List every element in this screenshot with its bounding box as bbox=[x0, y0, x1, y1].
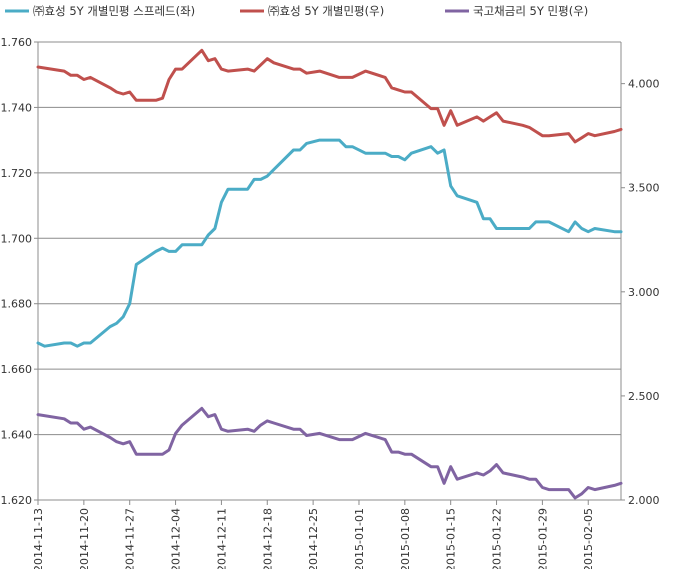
series-line-3 bbox=[36, 406, 623, 500]
x-tick-label: 2015-02-05 bbox=[582, 508, 595, 569]
y-left-tick-label: 1.660 bbox=[1, 363, 33, 376]
gridlines bbox=[38, 41, 621, 501]
y-right-tick-label: 4.000 bbox=[628, 78, 660, 91]
legend: ㈜효성 5Y 개별민평 스프레드(좌) ㈜효성 5Y 개별민평(우) 국고채금리 5… bbox=[5, 4, 588, 18]
x-tick-label: 2015-01-22 bbox=[491, 508, 504, 569]
y-axis-right-ticks: 2.000 2.500 3.000 3.500 4.000 bbox=[621, 78, 660, 507]
legend-label-2: ㈜효성 5Y 개별민평(우) bbox=[268, 4, 384, 18]
x-axis-ticks: 2014-11-13 2014-11-20 2014-11-27 2014-12-04… bbox=[32, 500, 595, 572]
y-left-tick-label: 1.620 bbox=[1, 494, 33, 507]
axes bbox=[37, 42, 622, 501]
x-tick-label: 2015-01-08 bbox=[399, 508, 412, 569]
x-tick-label: 2014-12-25 bbox=[307, 508, 320, 569]
x-tick-label: 2015-01-01 bbox=[353, 508, 366, 569]
y-axis-left-ticks: 1.620 1.640 1.660 1.680 1.700 1.720 1.740 1.760 bbox=[1, 36, 38, 507]
y-left-tick-label: 1.760 bbox=[1, 36, 33, 49]
x-tick-label: 2014-11-13 bbox=[32, 508, 45, 569]
y-left-tick-label: 1.680 bbox=[1, 298, 33, 311]
y-right-tick-label: 3.500 bbox=[628, 182, 660, 195]
series-line-2 bbox=[36, 48, 623, 144]
x-tick-label: 2014-11-20 bbox=[78, 508, 91, 569]
y-left-tick-label: 1.720 bbox=[1, 167, 33, 180]
x-tick-label: 2015-01-15 bbox=[445, 508, 458, 569]
y-left-tick-label: 1.740 bbox=[1, 101, 33, 114]
series-line-1 bbox=[36, 138, 623, 348]
y-right-tick-label: 2.500 bbox=[628, 390, 660, 403]
y-right-tick-label: 2.000 bbox=[628, 494, 660, 507]
x-tick-label: 2014-11-27 bbox=[124, 508, 137, 569]
x-tick-label: 2014-12-11 bbox=[215, 508, 228, 569]
x-tick-label: 2015-01-29 bbox=[536, 508, 549, 569]
y-left-tick-label: 1.640 bbox=[1, 429, 33, 442]
x-tick-label: 2014-12-18 bbox=[261, 508, 274, 569]
series-lines bbox=[36, 48, 623, 500]
y-left-tick-label: 1.700 bbox=[1, 232, 33, 245]
legend-label-1: ㈜효성 5Y 개별민평 스프레드(좌) bbox=[33, 4, 195, 18]
x-tick-label: 2014-12-04 bbox=[170, 508, 183, 569]
y-right-tick-label: 3.000 bbox=[628, 286, 660, 299]
legend-label-3: 국고채금리 5Y 민평(우) bbox=[473, 4, 588, 18]
